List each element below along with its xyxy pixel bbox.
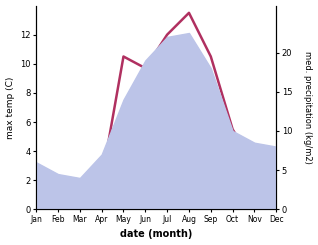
X-axis label: date (month): date (month) bbox=[120, 230, 192, 239]
Y-axis label: med. precipitation (kg/m2): med. precipitation (kg/m2) bbox=[303, 51, 313, 164]
Y-axis label: max temp (C): max temp (C) bbox=[5, 76, 15, 139]
